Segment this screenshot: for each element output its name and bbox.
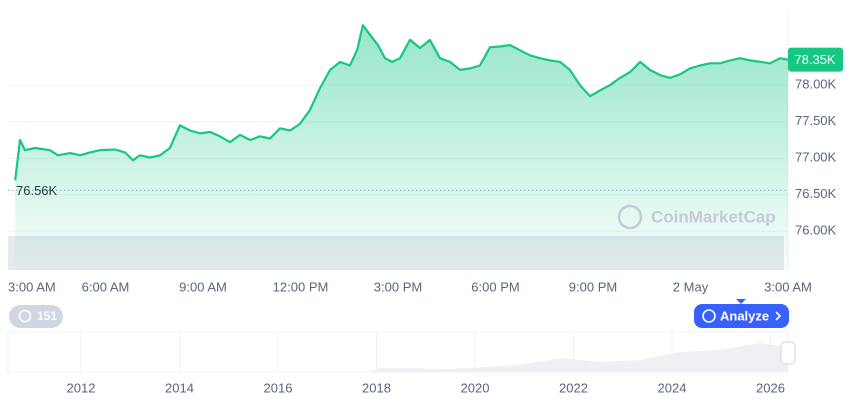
history-icon [18,309,32,323]
navigator-handle[interactable] [780,341,796,365]
analyze-arrow [775,311,782,321]
watermark-text: CoinMarketCap [651,207,776,226]
x-tick-label: 9:00 PM [569,279,617,294]
analyze-pointer [736,299,746,304]
price-tag-label: 78.35K [794,52,836,67]
watermark: CoinMarketCap [617,204,776,230]
analyze-label: Analyze [720,308,769,323]
x-tick-label: 6:00 AM [82,279,130,294]
analyze-icon [702,309,716,323]
price-line [14,24,789,181]
navigator-year: 2022 [559,380,588,395]
navigator-year: 2012 [67,380,96,395]
y-tick-label: 78.00K [795,77,837,92]
navigator-year: 2020 [461,380,490,395]
analyze-button[interactable] [694,304,789,328]
navigator-year: 2016 [264,380,293,395]
x-tick-label: 6:00 PM [471,279,519,294]
x-tick-label: 3:00 AM [764,279,812,294]
x-tick-label: 3:00 AM [8,279,56,294]
x-tick-label: 12:00 PM [273,279,329,294]
navigator-year: 2018 [362,380,391,395]
navigator-year: 2014 [165,380,194,395]
price-area [15,25,788,270]
navigator-year: 2024 [658,380,687,395]
y-tick-label: 76.00K [795,223,837,238]
y-tick-label: 77.50K [795,113,837,128]
y-tick-label: 76.50K [795,186,837,201]
history-count: 151 [37,309,57,323]
x-tick-label: 2 May [673,279,709,294]
y-tick-label: 77.00K [795,150,837,165]
price-tag [788,47,843,72]
x-tick-label: 3:00 PM [374,279,422,294]
navigator-area [8,343,788,372]
navigator-year: 2026 [756,380,785,395]
x-tick-label: 9:00 AM [179,279,227,294]
